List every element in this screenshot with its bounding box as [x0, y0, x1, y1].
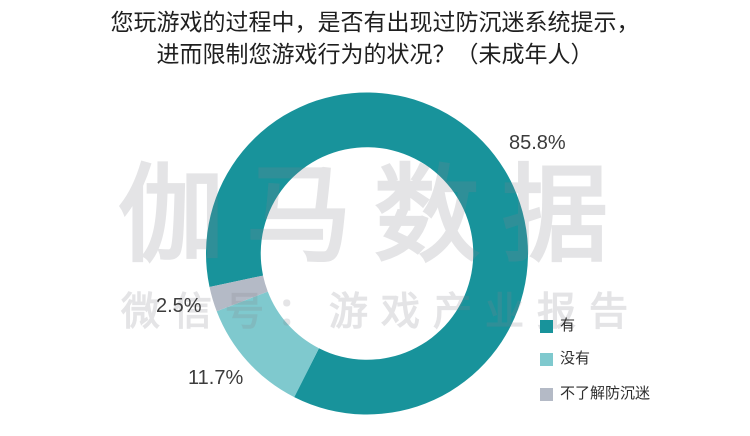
- donut-slice-0: [206, 92, 529, 415]
- legend-swatch-you: [540, 319, 553, 333]
- legend-item-meiyou: 没有: [540, 351, 590, 367]
- legend-label-you: 有: [560, 317, 576, 334]
- legend-label-unknown: 不了解防沉迷: [560, 385, 651, 402]
- legend-swatch-meiyou: [540, 352, 553, 366]
- chart-title-line2: 进而限制您游戏行为的状况？（未成年人）: [156, 41, 594, 67]
- slice-label-unknown: 2.5%: [156, 295, 202, 317]
- slice-label-you: 85.8%: [509, 132, 566, 154]
- chart-title: 您玩游戏的过程中，是否有出现过防沉迷系统提示， 进而限制您游戏行为的状况？（未成…: [0, 6, 750, 70]
- donut-slice-1: [216, 291, 319, 398]
- donut-slice-2: [209, 275, 268, 312]
- legend-label-meiyou: 没有: [560, 350, 591, 367]
- slice-label-meiyou: 11.7%: [188, 367, 244, 389]
- legend-item-unknown: 不了解防沉迷: [540, 386, 650, 402]
- legend-swatch-unknown: [540, 387, 553, 401]
- legend-item-you: 有: [540, 318, 575, 334]
- chart-title-line1: 您玩游戏的过程中，是否有出现过防沉迷系统提示，: [110, 9, 640, 35]
